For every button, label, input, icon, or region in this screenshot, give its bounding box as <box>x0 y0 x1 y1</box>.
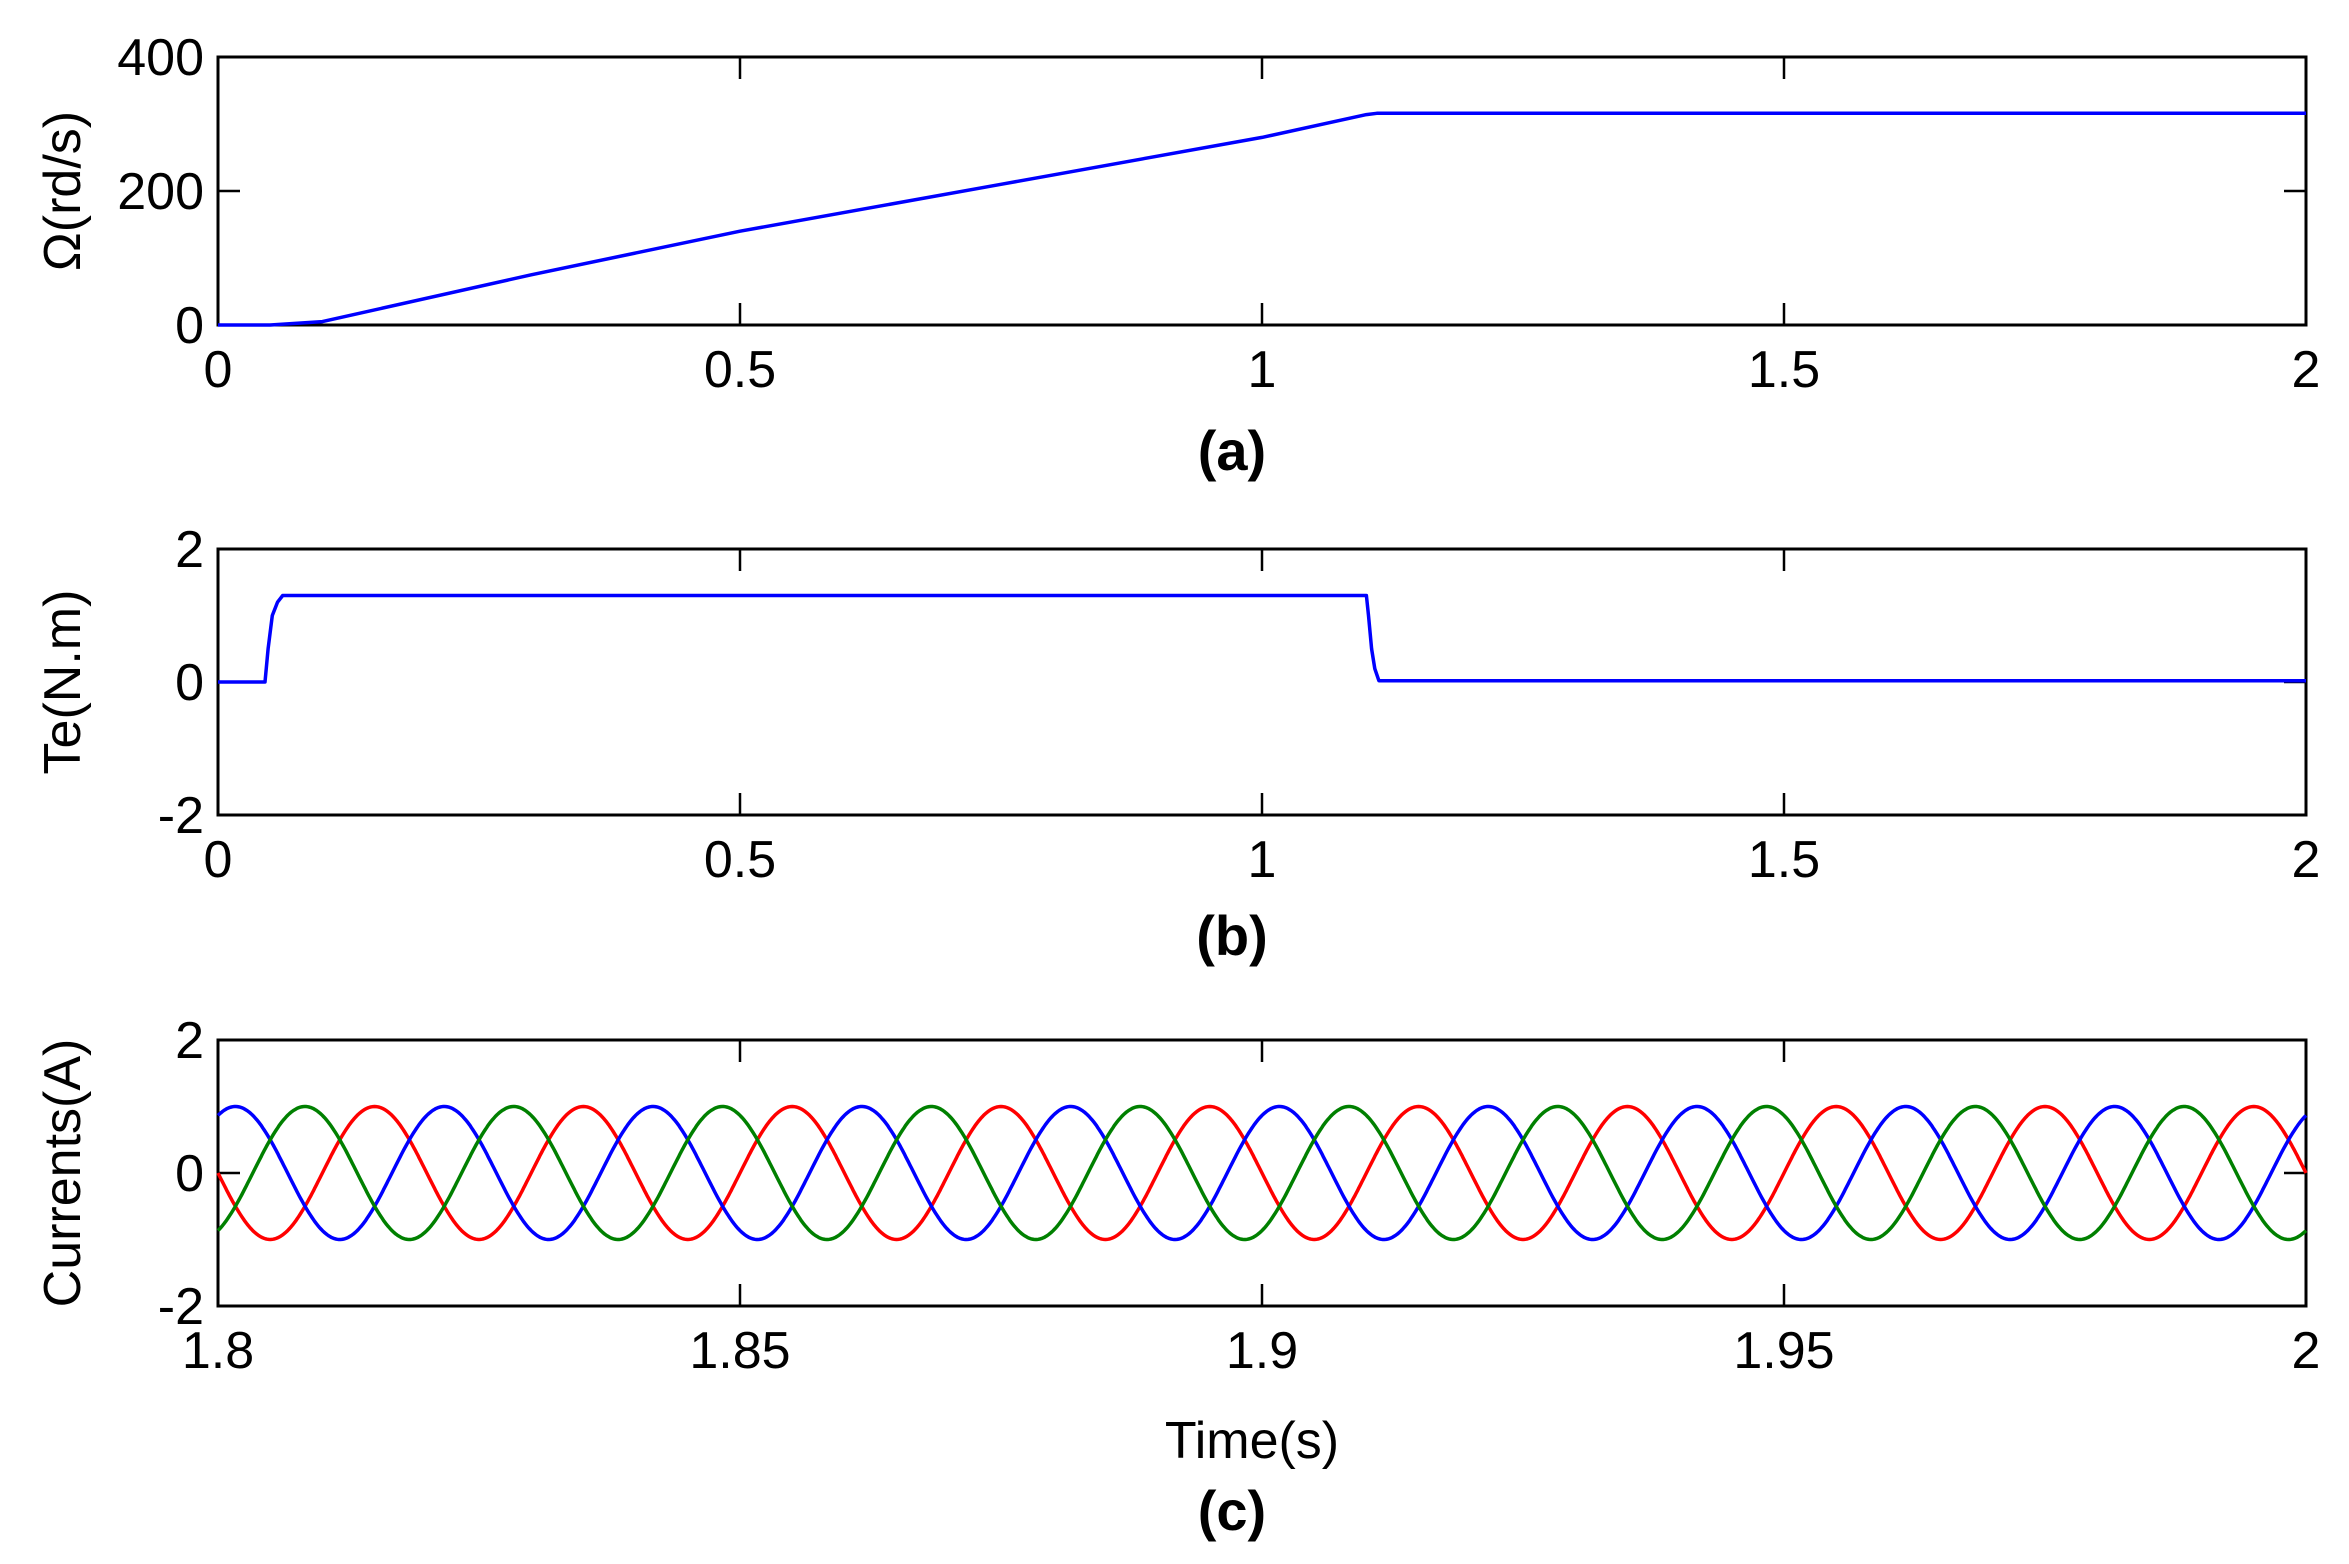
speed-series-line-1 <box>218 111 2306 327</box>
caption-c: (c) <box>1198 1479 1266 1542</box>
currents-series-line-1 <box>216 1104 2308 1242</box>
currents-x-tick-label: 1.9 <box>1226 1322 1298 1380</box>
currents-x-tick-label: 1.85 <box>689 1322 790 1380</box>
speed-y-tick-label: 400 <box>117 29 204 87</box>
currents-panel: 1.8 1.85 1.9 1.95 2-202 Currents(A) Time(s) … <box>34 1012 2320 1542</box>
currents-x-tick-label: 2 <box>2292 1322 2321 1380</box>
speed-x-tick-label: 1 <box>1248 341 1277 399</box>
torque-x-tick-label: 1.5 <box>1748 831 1820 889</box>
torque-y-tick-label: -2 <box>158 787 204 845</box>
currents-series-line-3 <box>216 1104 2308 1242</box>
speed-ticks: 0 0.5 1 1.5 2 0 200 400 <box>117 29 2320 399</box>
currents-y-axis-label: Currents(A) <box>34 1039 92 1308</box>
torque-x-tick-label: 0 <box>204 831 233 889</box>
speed-y-tick-label: 200 <box>117 163 204 221</box>
torque-y-tick-label: 0 <box>175 654 204 712</box>
currents-x-tick-label: 1.95 <box>1733 1322 1834 1380</box>
speed-series-group <box>218 111 2306 327</box>
currents-x-tick-label: 1.8 <box>182 1322 254 1380</box>
torque-x-tick-label: 0.5 <box>704 831 776 889</box>
currents-y-tick-label: -2 <box>158 1278 204 1336</box>
speed-axes-box <box>216 55 2308 327</box>
currents-series-group <box>216 1104 2308 1242</box>
torque-y-axis-label: Te(N.m) <box>34 590 92 775</box>
speed-x-tick-label: 2 <box>2292 341 2321 399</box>
currents-x-axis-label: Time(s) <box>1165 1412 1339 1470</box>
torque-y-tick-label: 2 <box>175 521 204 579</box>
currents-y-tick-label: 0 <box>175 1145 204 1203</box>
torque-panel: 0 0.5 1 1.5 2-202 Te(N.m) (b) <box>34 521 2320 967</box>
currents-ticks: 1.8 1.85 1.9 1.95 2 -2 0 2 <box>158 1012 2321 1380</box>
speed-y-tick-label: 0 <box>175 297 204 355</box>
torque-x-tick-label: 2 <box>2292 831 2321 889</box>
speed-x-tick-label: 1.5 <box>1748 341 1820 399</box>
speed-panel: 0 0.5 1 1.5 2 0 200 400 Ω(rd/s) (a) <box>34 29 2320 482</box>
currents-series-line-2 <box>216 1104 2308 1242</box>
speed-y-axis-label: Ω(rd/s) <box>34 111 92 271</box>
torque-x-tick-label: 1 <box>1248 831 1277 889</box>
torque-series-group <box>218 593 2306 684</box>
caption-a: (a) <box>1198 419 1266 482</box>
torque-series-line-1 <box>218 593 2306 684</box>
speed-x-tick-label: 0 <box>204 341 233 399</box>
currents-y-tick-label: 2 <box>175 1012 204 1070</box>
speed-x-tick-label: 0.5 <box>704 341 776 399</box>
caption-b: (b) <box>1196 904 1268 967</box>
torque-ticks: 0 0.5 1 1.5 2-202 <box>158 521 2321 889</box>
